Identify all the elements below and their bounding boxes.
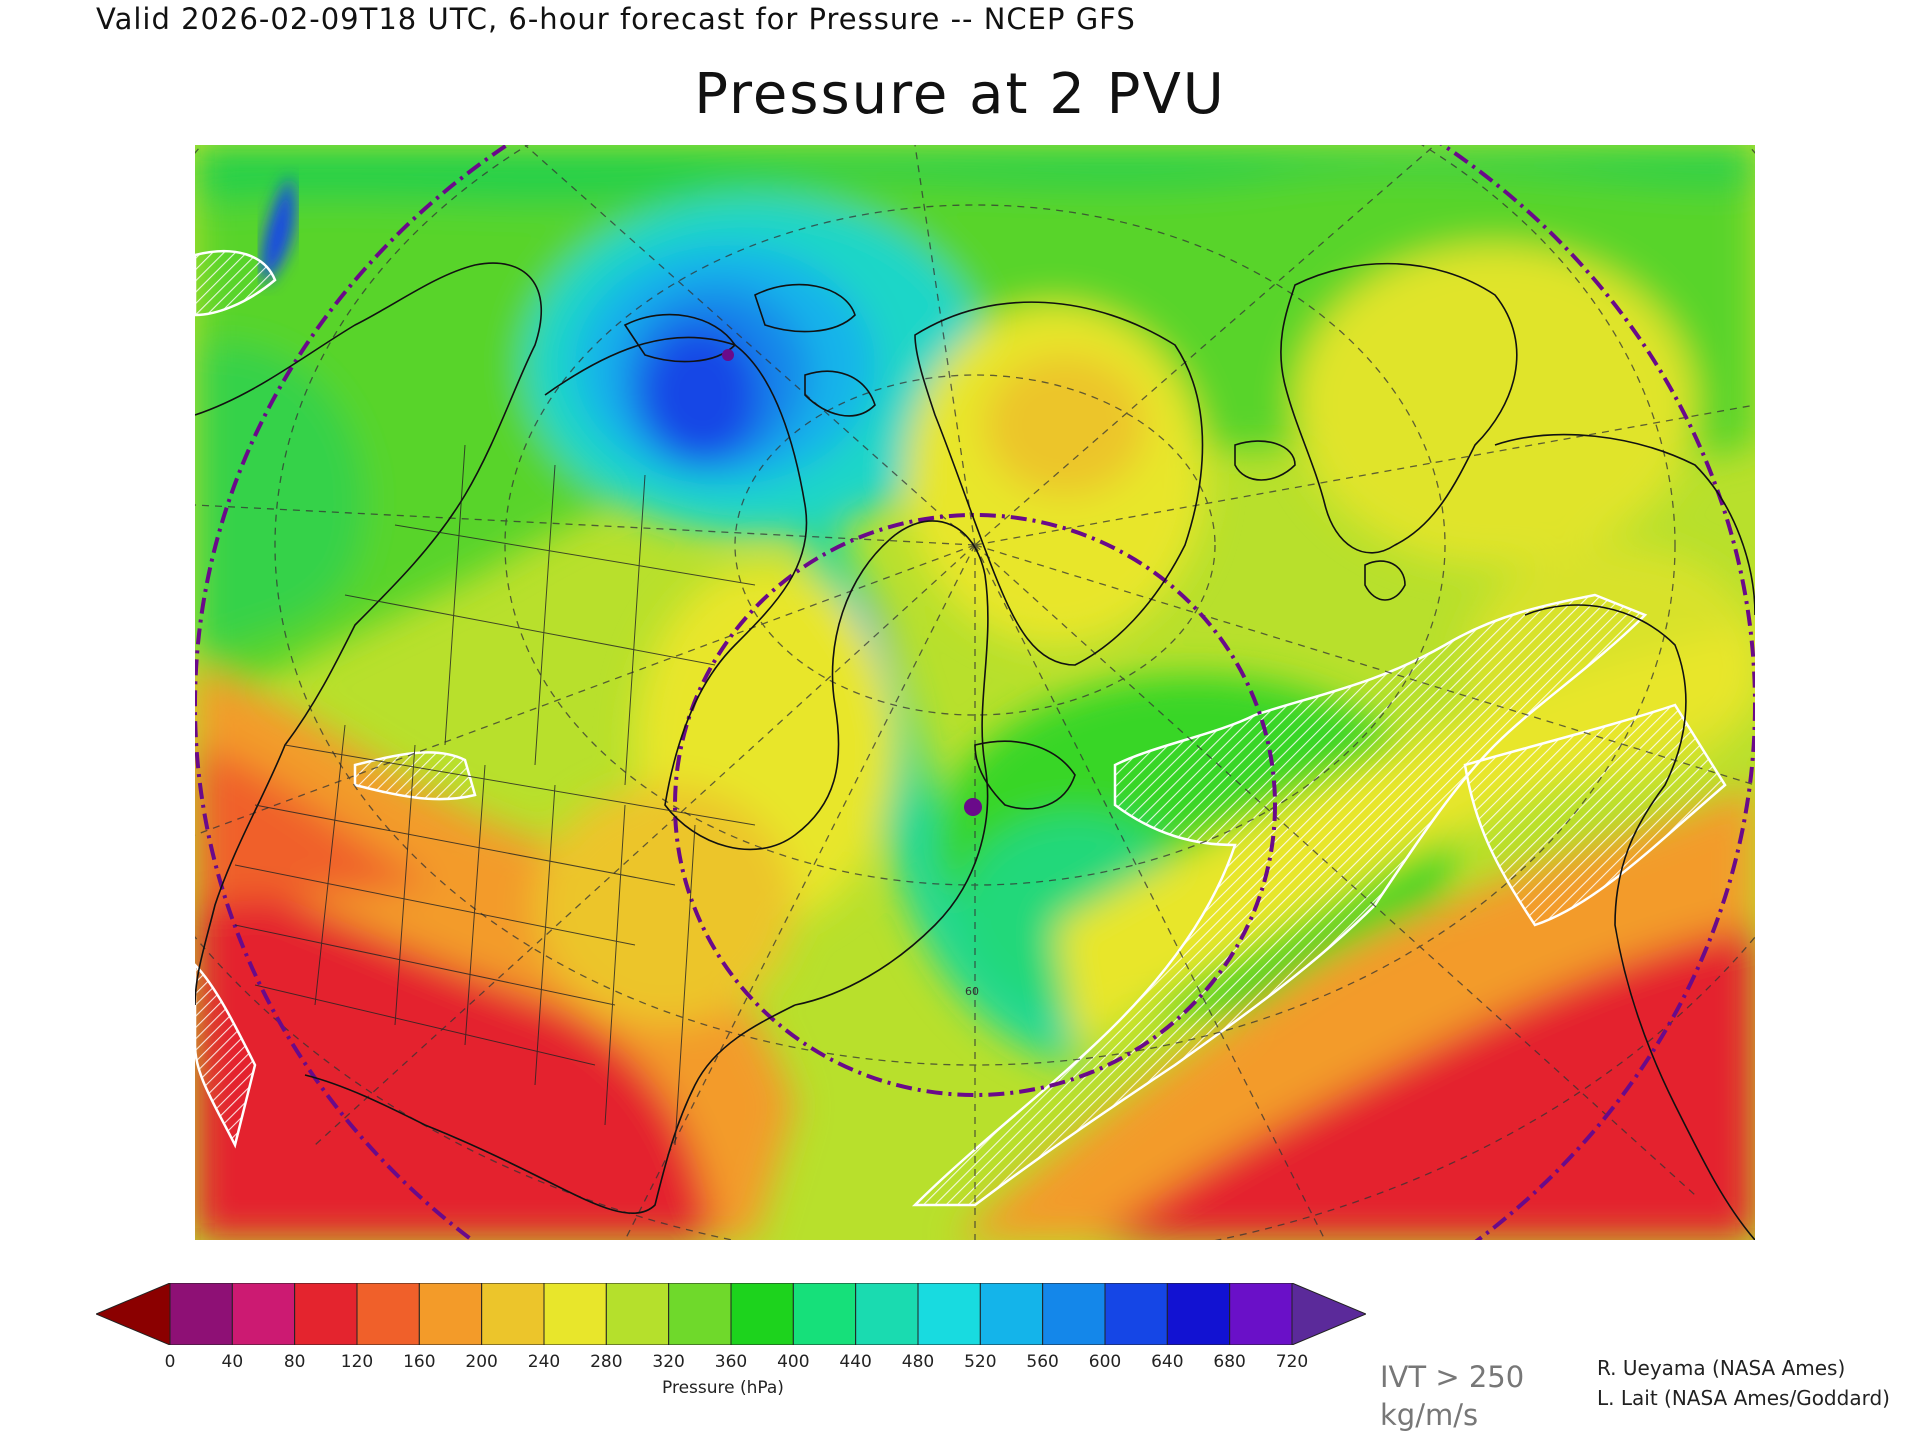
- credit-line-1: R. Ueyama (NASA Ames): [1597, 1356, 1846, 1380]
- colorbar-swatch: [418, 1283, 483, 1345]
- colorbar-under-arrow: [96, 1283, 171, 1345]
- pressure-map[interactable]: 60: [195, 145, 1755, 1240]
- colorbar-tick-label: 160: [403, 1352, 436, 1372]
- colorbar-swatch: [979, 1283, 1044, 1345]
- grid-label-60: 60: [965, 985, 979, 998]
- colorbar-swatch: [1104, 1283, 1168, 1345]
- colorbar-tick-label: 680: [1213, 1352, 1246, 1372]
- colorbar-tick-label: 80: [283, 1352, 306, 1372]
- map-canvas: 60: [195, 145, 1755, 1240]
- colorbar-swatch: [481, 1283, 545, 1345]
- colorbar-swatch: [294, 1283, 358, 1345]
- colorbar-swatch: [231, 1283, 296, 1345]
- colorbar: [96, 1283, 1366, 1345]
- low-center-dot-labrador: [964, 798, 982, 816]
- colorbar-swatch: [543, 1283, 607, 1345]
- colorbar-tick-label: 720: [1275, 1352, 1309, 1372]
- pacific-blue-streak: [261, 175, 296, 285]
- colorbar-over-arrow: [1291, 1283, 1366, 1345]
- ivt-note-line-2: kg/m/s: [1380, 1398, 1479, 1432]
- colorbar-swatch: [169, 1283, 233, 1345]
- colorbar-tick-labels: 0 40 80 120 160 200 240 280 320 360 400 440 480 520 56…: [0, 1352, 1400, 1382]
- colorbar-swatch: [917, 1283, 981, 1345]
- ivt-note-line-1: IVT > 250: [1380, 1360, 1525, 1394]
- colorbar-units-label: Pressure (hPa): [662, 1378, 784, 1398]
- credit-line-2: L. Lait (NASA Ames/Goddard): [1597, 1386, 1890, 1410]
- colorbar-tick-label: 600: [1088, 1352, 1122, 1372]
- colorbar-tick-label: 280: [590, 1352, 623, 1372]
- valid-time-line: Valid 2026-02-09T18 UTC, 6-hour forecast…: [96, 2, 1136, 36]
- colorbar-tick-label: 440: [839, 1352, 872, 1372]
- colorbar-tick-label: 360: [714, 1352, 748, 1372]
- colorbar-tick-label: 120: [340, 1352, 374, 1372]
- colorbar-swatch: [792, 1283, 857, 1345]
- colorbar-tick-label: 400: [777, 1352, 810, 1372]
- colorbar-tick-label: 640: [1151, 1352, 1184, 1372]
- colorbar-swatch: [730, 1283, 794, 1345]
- colorbar-swatch: [855, 1283, 919, 1345]
- reference-circles: [195, 145, 1755, 1240]
- colorbar-swatch: [1042, 1283, 1106, 1345]
- colorbar-tick-label: 0: [164, 1352, 176, 1372]
- colorbar-swatch: [1166, 1283, 1231, 1345]
- political-borders: [234, 444, 756, 1146]
- colorbar-tick-label: 520: [964, 1352, 997, 1372]
- colorbar-swatch: [356, 1283, 420, 1345]
- colorbar-tick-label: 320: [652, 1352, 685, 1372]
- ivt-legend-note: IVT > 250 kg/m/s: [1380, 1358, 1524, 1434]
- colorbar-tick-label: 480: [901, 1352, 935, 1372]
- colorbar-swatch: [668, 1283, 732, 1345]
- colorbar-tick-label: 200: [465, 1352, 498, 1372]
- credits: R. Ueyama (NASA Ames) L. Lait (NASA Ames…: [1597, 1353, 1890, 1413]
- map-title: Pressure at 2 PVU: [694, 62, 1226, 127]
- coastlines: [195, 262, 1755, 1240]
- colorbar-tick-label: 560: [1026, 1352, 1059, 1372]
- colorbar-tick-label: 240: [527, 1352, 561, 1372]
- low-center-dot-arctic: [722, 349, 734, 361]
- colorbar-tick-label: 40: [221, 1352, 244, 1372]
- ivt-hatch-regions: [195, 250, 1727, 1207]
- colorbar-swatch: [605, 1283, 670, 1345]
- colorbar-swatch: [1229, 1283, 1293, 1345]
